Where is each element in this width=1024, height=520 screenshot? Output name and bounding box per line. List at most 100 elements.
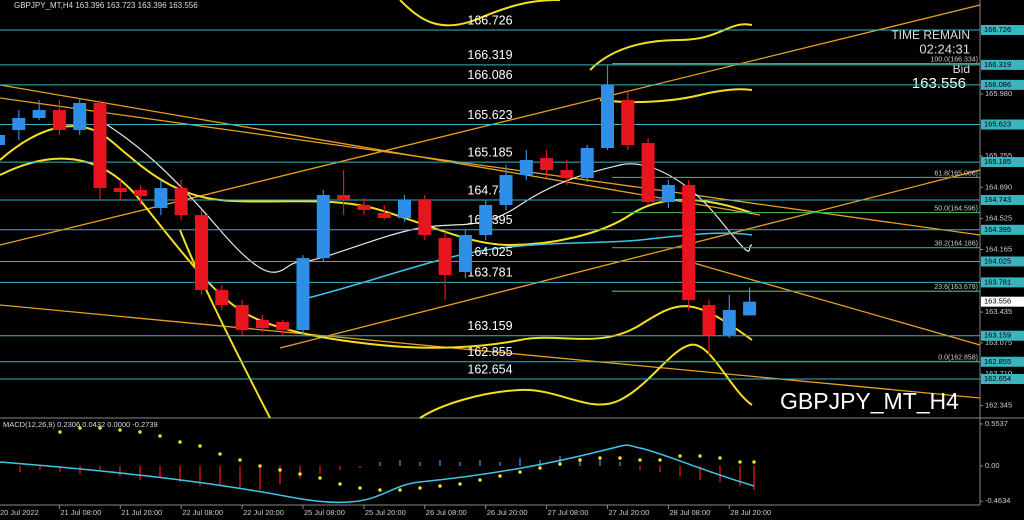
candle-body: [0, 134, 5, 146]
candle-body: [93, 103, 107, 189]
level-box-label: 164.395: [984, 225, 1011, 234]
candle-body: [337, 194, 351, 201]
candle-body: [499, 175, 513, 206]
candle-body: [134, 190, 148, 197]
moving-average: [0, 157, 753, 349]
fib-label: 23.6(163.678): [934, 284, 978, 291]
candle-body: [641, 143, 655, 203]
bid-box: [981, 296, 1024, 307]
x-tick-label: 26 Jul 20:00: [487, 508, 528, 517]
level-box: [981, 256, 1024, 267]
level-box-label: 164.025: [984, 256, 1011, 265]
level-label: 162.855: [467, 345, 512, 359]
trend-line: [0, 304, 981, 399]
candle-body: [601, 85, 614, 149]
macd-histogram: [379, 456, 621, 466]
fib-label: 100.0(166.334): [931, 56, 978, 63]
level-box-label: 162.654: [984, 374, 1011, 383]
level-label: 165.185: [467, 145, 512, 159]
level-box: [981, 119, 1024, 130]
level-box: [981, 194, 1024, 205]
level-box-label: 166.726: [984, 25, 1011, 34]
candle-body: [743, 301, 757, 316]
fib-label: 38.2(164.186): [934, 241, 978, 248]
fib-label: 50.0(164.596): [934, 205, 978, 212]
macd-y-tick-label: 0.5537: [985, 419, 1008, 428]
x-tick-label: 20 Jul 2022: [0, 508, 39, 517]
candle-body: [174, 188, 188, 216]
level-box-label: 166.086: [984, 80, 1011, 89]
level-label: 166.086: [467, 68, 512, 82]
level-box-label: 166.319: [984, 60, 1011, 69]
level-box: [981, 24, 1024, 35]
y-tick-label: 164.525: [985, 214, 1012, 223]
candle-body: [560, 170, 574, 179]
candle-body: [621, 100, 635, 146]
level-label: 163.159: [467, 319, 512, 333]
level-label: 163.781: [467, 266, 512, 280]
x-tick-label: 25 Jul 20:00: [365, 508, 406, 517]
x-tick-label: 22 Jul 08:00: [182, 508, 223, 517]
candle-body: [32, 110, 46, 119]
y-tick-label: 162.710: [985, 369, 1012, 378]
candle-body: [540, 158, 554, 171]
candle-body: [722, 310, 736, 336]
level-label: 165.623: [467, 108, 512, 122]
y-tick-label: 163.075: [985, 338, 1012, 347]
candle-body: [296, 258, 310, 331]
macd-signal: [58, 426, 756, 492]
x-tick-label: 28 Jul 20:00: [730, 508, 771, 517]
level-box: [981, 224, 1024, 235]
candle-body: [398, 200, 411, 219]
candle-body: [682, 185, 696, 301]
y-tick-label: 163.435: [985, 307, 1012, 316]
macd-y-tick-label: -0.4634: [985, 496, 1010, 505]
level-box: [981, 157, 1024, 168]
level-box-label: 164.743: [984, 195, 1011, 204]
watermark: GBPJPY_MT_H4: [780, 388, 959, 414]
candle-body: [357, 205, 371, 210]
level-box-label: 165.623: [984, 120, 1011, 129]
macd-line: [0, 444, 755, 504]
level-label: 162.654: [467, 362, 512, 376]
level-box: [981, 374, 1024, 385]
macd-histogram: [19, 466, 755, 490]
candle-body: [255, 320, 269, 329]
candle-body: [235, 305, 249, 331]
moving-averages: [0, 0, 753, 419]
level-box: [981, 277, 1024, 288]
moving-average: [99, 119, 753, 273]
candle-body: [438, 238, 452, 276]
level-box-label: 165.185: [984, 157, 1011, 166]
time-remain-label: TIME REMAIN: [891, 28, 970, 42]
fib-label: 61.8(165.006): [934, 170, 978, 177]
moving-average: [0, 125, 753, 247]
candle-body: [458, 235, 472, 273]
candle-body: [580, 148, 594, 179]
candle-body: [73, 103, 87, 131]
level-label: 166.319: [467, 48, 512, 62]
x-tick-label: 27 Jul 08:00: [548, 508, 589, 517]
candle-body: [479, 205, 493, 236]
level-box: [981, 356, 1024, 367]
x-tick-label: 22 Jul 20:00: [243, 508, 284, 517]
x-tick-label: 21 Jul 08:00: [60, 508, 101, 517]
level-box-label: 163.159: [984, 331, 1011, 340]
macd-label: MACD(12,26,9) 0.2306 0.0432 0.0000 -0.27…: [3, 420, 158, 429]
level-box: [981, 59, 1024, 70]
candle-body: [418, 200, 432, 236]
candle-body: [519, 160, 533, 176]
candle-body: [195, 215, 208, 291]
level-box-label: 162.855: [984, 357, 1011, 366]
fib-label: 0.0(162.858): [938, 354, 978, 361]
x-tick-label: 26 Jul 08:00: [426, 508, 467, 517]
trend-line: [689, 261, 981, 346]
candle-body: [215, 290, 229, 306]
level-box: [981, 330, 1024, 341]
candle-body: [377, 212, 391, 219]
x-tick-label: 28 Jul 08:00: [669, 508, 710, 517]
trend-line: [0, 84, 761, 216]
